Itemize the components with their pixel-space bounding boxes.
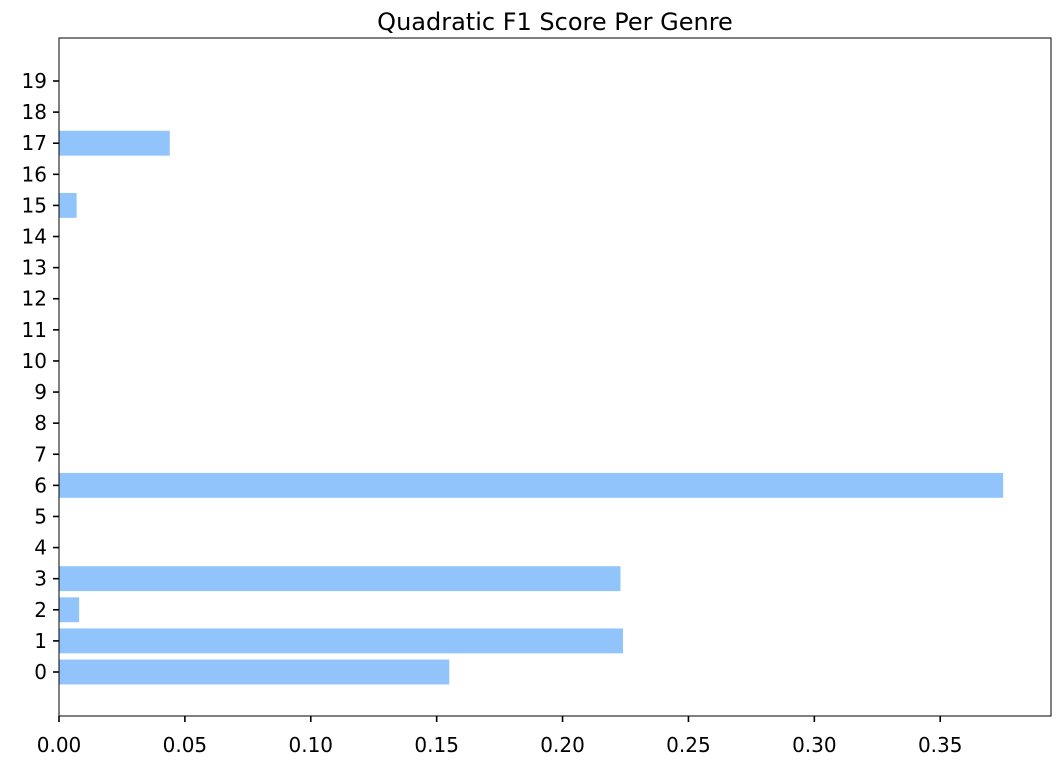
y-tick-label-19: 19: [22, 69, 47, 93]
x-axis: 0.00 0.05 0.10 0.15 0.20 0.25 0.30 0.35: [37, 716, 963, 757]
y-tick-label-2: 2: [34, 598, 47, 622]
y-tick-label-17: 17: [22, 131, 47, 155]
bar-genre-0: [59, 659, 450, 685]
x-tick-label-0.15: 0.15: [414, 733, 459, 757]
x-tick-label-0.30: 0.30: [792, 733, 837, 757]
x-tick-label-0.05: 0.05: [163, 733, 208, 757]
y-tick-label-7: 7: [34, 442, 47, 466]
plot-area-frame: [58, 37, 1052, 717]
y-tick-label-8: 8: [34, 411, 47, 435]
y-tick-label-18: 18: [22, 100, 47, 124]
y-tick-label-11: 11: [22, 318, 47, 342]
y-tick-label-15: 15: [22, 193, 47, 217]
y-tick-label-1: 1: [34, 629, 47, 653]
y-tick-label-16: 16: [22, 162, 47, 186]
x-tick-label-0.25: 0.25: [666, 733, 711, 757]
y-tick-label-3: 3: [34, 567, 47, 591]
y-tick-label-14: 14: [22, 225, 47, 249]
bar-genre-6: [59, 472, 1004, 498]
y-tick-label-12: 12: [22, 287, 47, 311]
y-tick-label-13: 13: [22, 256, 47, 280]
y-tick-label-4: 4: [34, 536, 47, 560]
x-tick-label-0.20: 0.20: [540, 733, 585, 757]
y-tick-label-0: 0: [34, 660, 47, 684]
y-tick-label-5: 5: [34, 504, 47, 528]
y-tick-label-10: 10: [22, 349, 47, 373]
bar-genre-15: [59, 192, 77, 218]
bar-genre-1: [59, 628, 623, 654]
bars-group: [59, 130, 1004, 685]
x-tick-label-0.00: 0.00: [37, 733, 82, 757]
x-tick-label-0.10: 0.10: [289, 733, 334, 757]
bar-genre-2: [59, 597, 80, 623]
bar-genre-17: [59, 130, 170, 156]
chart-title: Quadratic F1 Score Per Genre: [377, 8, 733, 36]
x-tick-label-0.35: 0.35: [918, 733, 963, 757]
y-tick-label-9: 9: [34, 380, 47, 404]
bar-genre-3: [59, 566, 621, 592]
y-tick-label-6: 6: [34, 473, 47, 497]
